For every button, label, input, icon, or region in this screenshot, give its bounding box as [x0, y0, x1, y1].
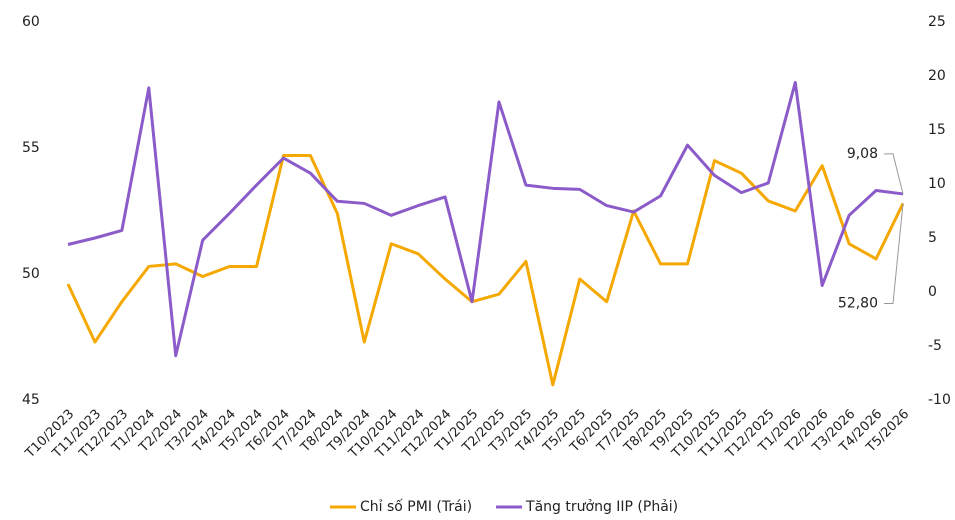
leader-line: [884, 153, 904, 195]
legend: Chỉ số PMI (Trái) Tăng trưởng IIP (Phải): [330, 498, 678, 515]
legend-label: Tăng trưởng IIP (Phải): [525, 499, 678, 515]
leader-line: [884, 203, 904, 304]
y2-tick-label: -10: [928, 392, 951, 408]
y-tick-label: 60: [22, 14, 40, 30]
y2-tick-label: 25: [928, 14, 946, 30]
series-line: [66, 154, 905, 387]
series-line: [67, 80, 904, 358]
legend-label: Chỉ số PMI (Trái): [360, 498, 472, 515]
y2-tick-label: 10: [928, 176, 946, 192]
y2-tick-label: 15: [928, 122, 946, 138]
value-label: 52,80: [838, 295, 878, 311]
y2-tick-label: 20: [928, 68, 946, 84]
y2-tick-label: -5: [928, 338, 942, 354]
value-label: 9,08: [847, 146, 878, 162]
y-tick-label: 50: [22, 266, 40, 282]
y2-tick-label: 5: [928, 230, 937, 246]
y2-tick-label: 0: [928, 284, 937, 300]
y-tick-label: 45: [22, 392, 40, 408]
y-tick-label: 55: [22, 140, 40, 156]
